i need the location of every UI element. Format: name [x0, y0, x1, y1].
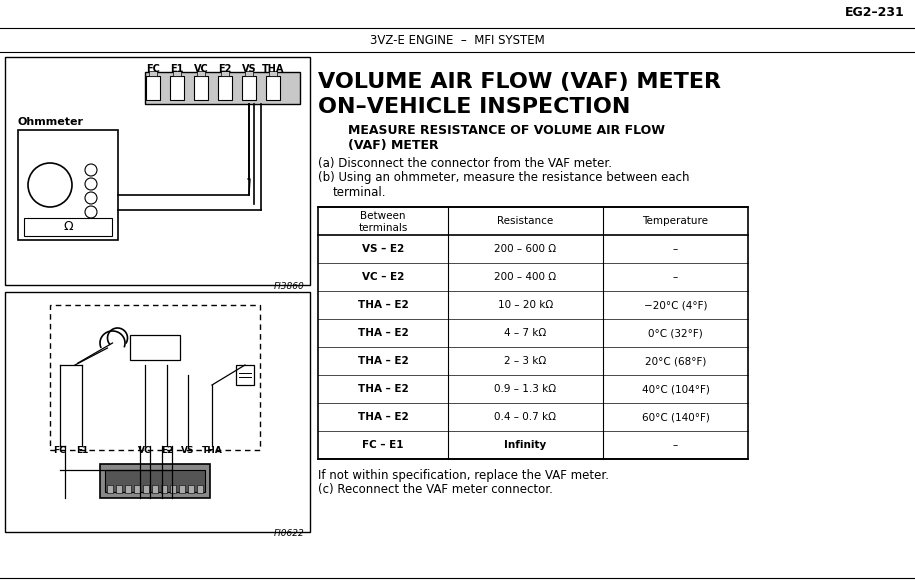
Text: FC: FC [54, 446, 67, 455]
Text: VS – E2: VS – E2 [361, 244, 404, 254]
Text: Ω: Ω [63, 220, 73, 234]
Text: VC: VC [138, 446, 152, 455]
Bar [188, 485, 194, 493]
Bar [318, 207, 748, 459]
Text: VS: VS [181, 446, 195, 455]
Text: VS: VS [242, 64, 256, 74]
Bar [242, 76, 256, 100]
Bar [179, 485, 185, 493]
Bar [152, 485, 158, 493]
Bar [173, 71, 181, 76]
Text: –: – [673, 244, 678, 254]
Text: E1: E1 [76, 446, 88, 455]
Text: VC – E2: VC – E2 [361, 272, 404, 282]
Text: If not within specification, replace the VAF meter.: If not within specification, replace the… [318, 469, 609, 481]
Bar [50, 305, 260, 450]
Bar [149, 71, 157, 76]
Text: FC – E1: FC – E1 [362, 440, 404, 450]
Bar [105, 470, 205, 492]
Bar [161, 485, 167, 493]
Bar [245, 71, 253, 76]
Text: (b) Using an ohmmeter, measure the resistance between each: (b) Using an ohmmeter, measure the resis… [318, 172, 690, 184]
Text: THA – E2: THA – E2 [358, 384, 408, 394]
Text: ON–VEHICLE INSPECTION: ON–VEHICLE INSPECTION [318, 97, 630, 117]
Bar [170, 76, 184, 100]
Text: MEASURE RESISTANCE OF VOLUME AIR FLOW: MEASURE RESISTANCE OF VOLUME AIR FLOW [348, 124, 665, 136]
Bar [170, 485, 176, 493]
Text: −20°C (4°F): −20°C (4°F) [644, 300, 707, 310]
Bar [125, 485, 131, 493]
Bar [143, 485, 149, 493]
Bar [197, 71, 205, 76]
Bar [5, 292, 310, 532]
Text: 2 – 3 kΩ: 2 – 3 kΩ [504, 356, 546, 366]
Text: 20°C (68°F): 20°C (68°F) [645, 356, 706, 366]
Text: VOLUME AIR FLOW (VAF) METER: VOLUME AIR FLOW (VAF) METER [318, 72, 721, 92]
Text: terminals: terminals [359, 223, 408, 233]
Text: THA: THA [201, 446, 222, 455]
Text: 4 – 7 kΩ: 4 – 7 kΩ [504, 328, 546, 338]
Text: FI0622: FI0622 [274, 529, 305, 538]
Text: VC: VC [194, 64, 209, 74]
Bar [5, 57, 310, 285]
Bar [107, 485, 113, 493]
Text: 0°C (32°F): 0°C (32°F) [648, 328, 703, 338]
Bar [145, 72, 300, 104]
Text: THA: THA [262, 64, 285, 74]
Text: 40°C (104°F): 40°C (104°F) [641, 384, 709, 394]
Bar [100, 464, 210, 498]
Text: Ohmmeter: Ohmmeter [18, 117, 84, 127]
Text: terminal.: terminal. [333, 186, 386, 198]
Text: 0.4 – 0.7 kΩ: 0.4 – 0.7 kΩ [494, 412, 556, 422]
Bar [146, 76, 160, 100]
Bar [18, 130, 118, 240]
Bar [218, 76, 232, 100]
Text: 200 – 600 Ω: 200 – 600 Ω [494, 244, 556, 254]
Text: FC: FC [146, 64, 160, 74]
Bar [266, 76, 280, 100]
Text: Resistance: Resistance [498, 216, 554, 226]
Text: THA – E2: THA – E2 [358, 412, 408, 422]
Text: 10 – 20 kΩ: 10 – 20 kΩ [498, 300, 554, 310]
Bar [116, 485, 122, 493]
Bar [24, 218, 112, 236]
Text: –: – [673, 440, 678, 450]
Bar [269, 71, 277, 76]
Bar [197, 485, 203, 493]
Text: E2: E2 [161, 446, 173, 455]
Text: E1: E1 [170, 64, 184, 74]
Text: –: – [673, 272, 678, 282]
Text: 60°C (140°F): 60°C (140°F) [641, 412, 709, 422]
Text: E2: E2 [219, 64, 231, 74]
Text: (a) Disconnect the connector from the VAF meter.: (a) Disconnect the connector from the VA… [318, 157, 612, 169]
Text: Temperature: Temperature [642, 216, 708, 226]
Text: EG2–231: EG2–231 [845, 6, 905, 20]
Text: THA – E2: THA – E2 [358, 328, 408, 338]
Text: FI3860: FI3860 [274, 282, 305, 291]
Bar [236, 365, 254, 385]
Text: THA – E2: THA – E2 [358, 300, 408, 310]
Text: Between: Between [361, 211, 405, 221]
Text: (c) Reconnect the VAF meter connector.: (c) Reconnect the VAF meter connector. [318, 483, 553, 495]
Text: 0.9 – 1.3 kΩ: 0.9 – 1.3 kΩ [494, 384, 556, 394]
Bar [134, 485, 140, 493]
Bar [194, 76, 208, 100]
Text: 200 – 400 Ω: 200 – 400 Ω [494, 272, 556, 282]
Text: Infinity: Infinity [504, 440, 546, 450]
Text: THA – E2: THA – E2 [358, 356, 408, 366]
Text: 3VZ-E ENGINE  –  MFI SYSTEM: 3VZ-E ENGINE – MFI SYSTEM [370, 34, 544, 46]
Text: (VAF) METER: (VAF) METER [348, 139, 438, 151]
Bar [130, 335, 180, 360]
Bar [221, 71, 229, 76]
